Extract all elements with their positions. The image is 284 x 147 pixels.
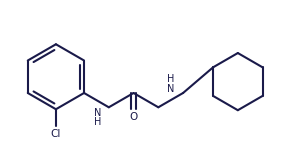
Text: O: O — [130, 112, 138, 122]
Text: H
N: H N — [167, 74, 174, 94]
Text: Cl: Cl — [51, 129, 61, 139]
Text: N
H: N H — [94, 108, 102, 127]
